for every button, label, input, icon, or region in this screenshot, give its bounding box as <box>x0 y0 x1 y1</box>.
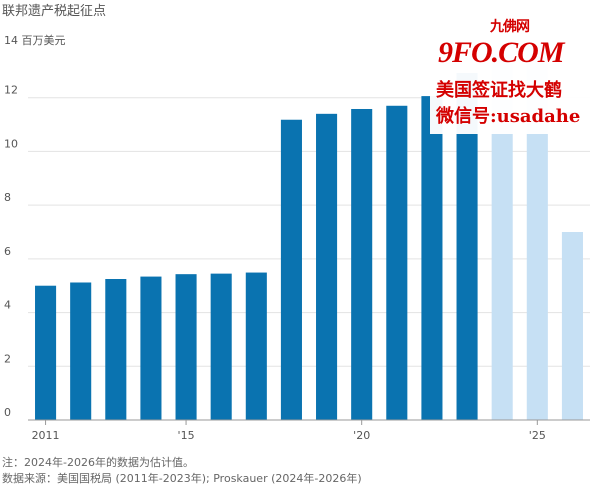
bar-2014 <box>140 276 162 420</box>
watermark: 九佛网 9FO.COM 美国签证找大鹤 微信号:usadahe <box>430 16 600 134</box>
bar-2018 <box>280 119 302 420</box>
note-estimate: 注：2024年-2026年的数据为估计值。 <box>2 455 194 469</box>
x-tick-2011: 2011 <box>32 429 60 442</box>
watermark-line-1: 美国签证找大鹤 <box>436 80 562 101</box>
bar-2019 <box>316 113 338 420</box>
watermark-line-2: 微信号:usadahe <box>436 106 581 127</box>
x-tick-labels: 2011 '15 '20 '25 <box>32 420 546 442</box>
bar-2024 <box>491 54 513 421</box>
bar-2025 <box>526 44 548 421</box>
bar-2023 <box>456 73 478 421</box>
watermark-logo-big: 9FO.COM <box>438 36 565 69</box>
y-tick-6: 6 <box>4 245 11 258</box>
y-tick-10: 10 <box>4 137 18 150</box>
bar-2016 <box>210 273 232 420</box>
x-tick-2015: '15 <box>178 429 195 442</box>
bar-2013 <box>105 279 127 420</box>
y-axis-label: 14 百万美元 <box>4 34 66 47</box>
watermark-logo-small: 九佛网 <box>490 19 530 35</box>
chart-title: 联邦遗产税起征点 <box>2 4 106 19</box>
x-tick-2025: '25 <box>529 429 546 442</box>
x-tick-2020: '20 <box>353 429 370 442</box>
y-tick-labels: 0 2 4 6 8 10 12 <box>4 84 18 419</box>
bar-2017 <box>245 272 267 420</box>
y-tick-0: 0 <box>4 406 11 419</box>
y-tick-12: 12 <box>4 84 18 97</box>
bar-2021 <box>386 105 408 421</box>
watermark-logo: 九佛网 9FO.COM <box>438 19 565 76</box>
bar-2015 <box>175 274 197 420</box>
note-source: 数据来源：美国国税局 (2011年-2023年); Proskauer (202… <box>2 471 362 485</box>
bar-2026 <box>561 232 583 420</box>
bar-2020 <box>351 108 373 420</box>
bar-2022 <box>421 96 443 421</box>
bar-2012 <box>70 282 92 420</box>
y-tick-8: 8 <box>4 191 11 204</box>
bar-2011 <box>35 285 57 420</box>
bars <box>35 44 583 421</box>
y-tick-4: 4 <box>4 299 11 312</box>
y-tick-2: 2 <box>4 352 11 365</box>
